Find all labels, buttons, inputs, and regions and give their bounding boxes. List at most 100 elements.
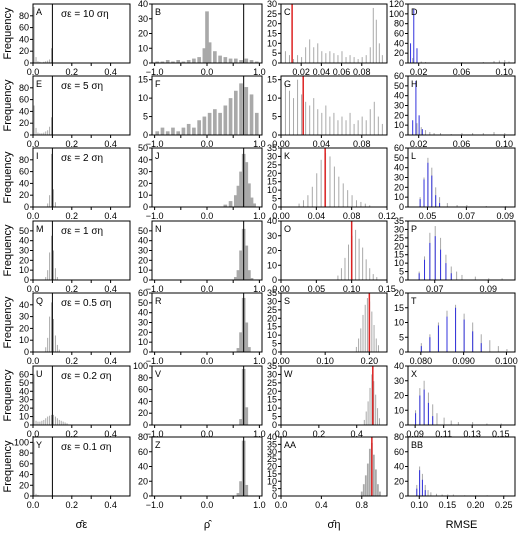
y-tick-label: 80 [394,19,404,29]
histogram-bar [360,328,362,352]
histogram-bar [47,270,49,280]
plot-frame [280,220,388,281]
histogram-bar [345,57,347,63]
histogram-bar [377,484,379,496]
y-tick-label: 5 [272,112,277,122]
histogram-bar [309,105,311,135]
histogram-bar [355,200,357,207]
histogram-bar [181,61,186,63]
histogram-gray-bar [493,132,495,135]
x-tick-label: 0.2 [66,429,79,439]
plot-frame [32,292,131,353]
histogram-gray-bar [506,349,508,352]
histogram-blue-bar [423,179,425,207]
y-tick-label: 30 [267,369,277,379]
histogram-bar [236,493,241,496]
x-tick-label: 0.0 [27,67,40,77]
panel-letter: I [36,151,39,161]
y-tick-label: 10 [267,185,277,195]
histogram-bar [37,494,39,496]
panel-letter: V [155,369,161,379]
y-tick-label: 0 [24,347,29,357]
plot-frame [280,292,388,353]
x-tick-label: 0.0 [201,500,214,510]
panel-letter: AA [284,440,296,450]
y-tick-label: 0 [24,491,29,501]
histogram-blue-bar [416,488,418,496]
histogram-bar [165,60,170,63]
y-tick-label: 15 [267,322,277,332]
x-tick-label: 0.04 [313,139,331,149]
histogram-bar [249,278,254,280]
histogram-bar [58,349,60,352]
histogram-blue-bar [419,395,421,425]
y-tick-label: 10 [267,93,277,103]
histogram-bar [233,58,238,63]
y-tick-label: 60 [138,385,148,395]
y-tick-label: 15 [138,75,148,85]
histogram-bar [247,347,251,352]
x-tick-label: 0.10 [343,284,361,294]
histogram-bar [37,421,39,425]
x-tick-label: 0.4 [104,139,117,149]
x-tick-label: 0.0 [27,429,40,439]
x-tick-label: 0.02 [410,67,428,77]
histogram-bar [293,98,295,135]
y-tick-label: 30 [267,447,277,457]
histogram-gray-bar [435,493,437,496]
histogram-blue-bar [419,199,421,207]
y-tick-label: 20 [394,48,404,58]
y-tick-label: 0 [272,130,277,140]
histogram-blue-bar [420,346,422,352]
y-tick-label: 20 [138,327,148,337]
y-tick-label: 20 [138,255,148,265]
histogram-gray-bar [497,346,499,352]
histogram-bar [51,153,53,207]
histogram-bar [373,325,375,352]
x-tick-label: 0.100 [495,356,518,366]
y-tick-label: 10 [19,265,29,275]
histogram-bar [155,131,160,135]
histogram-bar [41,133,43,135]
histogram-bar [317,109,319,135]
x-tick-label: 0.15 [492,429,510,439]
y-tick-label: 10 [19,335,29,345]
y-tick-label: 40 [138,462,148,472]
y-tick-label: 5 [272,194,277,204]
histogram-bar [110,494,112,496]
y-tick-label: 50 [138,226,148,236]
histogram-bar [244,58,249,63]
histogram-bar [176,60,181,63]
histogram-bar [45,347,47,352]
x-tick-label: 1.0 [253,500,266,510]
y-tick-label: 0 [399,130,404,140]
x-tick-label: 0.11 [435,429,452,439]
y-tick-label: 0 [143,202,148,212]
y-tick-label: 30 [394,173,404,183]
y-tick-label: 60 [394,29,404,39]
x-tick-label: 0.00 [272,284,290,294]
histogram-blue-bar [455,307,457,352]
histogram-bar [372,454,375,496]
x-tick-label: 0.4 [104,211,117,221]
histogram-bar [358,338,360,352]
histogram-bar [233,277,238,280]
histogram-gray-bar [500,423,502,425]
histogram-blue-bar [416,48,418,63]
x-tick-label: 0.2 [66,356,79,366]
plot-frame [407,292,516,353]
histogram-bar [66,423,68,425]
histogram-bar [213,51,217,63]
y-tick-label: 40 [394,38,404,48]
histogram-bar [56,418,58,425]
histogram-bar [365,411,367,425]
plot-frame [407,75,516,136]
histogram-bar [284,51,286,63]
x-tick-label: 1.0 [253,429,266,439]
histogram-gray-bar [420,127,422,135]
histogram-bar [51,302,53,352]
